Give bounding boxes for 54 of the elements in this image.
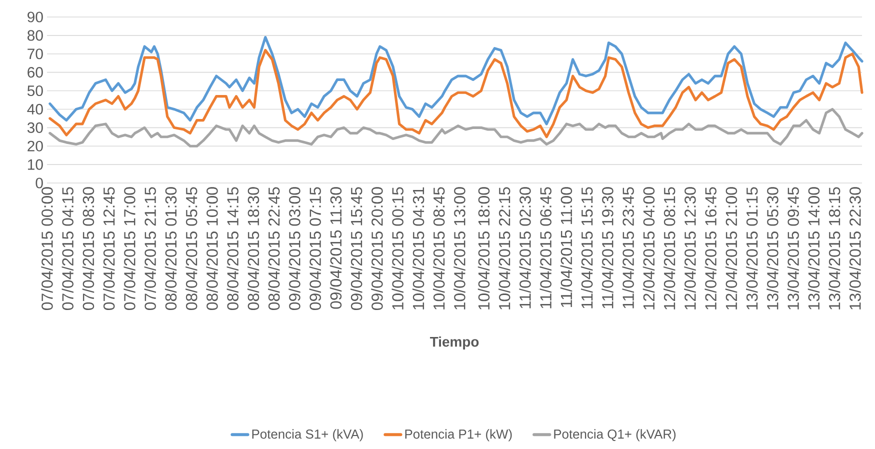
x-tick-label: 13/04/2015 14:00 <box>808 187 820 310</box>
x-tick-label: 07/04/2015 21:15 <box>144 187 156 310</box>
x-tick-label: 08/04/2015 05:45 <box>186 187 198 310</box>
x-tick-label: 11/04/2015 19:30 <box>602 187 614 308</box>
x-tick-label: 08/04/2015 18:30 <box>247 187 260 310</box>
x-tick-label: 13/04/2015 01:15 <box>746 187 758 310</box>
x-tick-label: 10/04/2015 13:00 <box>454 187 466 310</box>
x-tick-label: 07/04/2015 12:45 <box>103 187 115 310</box>
y-tick-label: 10 <box>28 159 43 170</box>
x-tick-label: 11/04/2015 06:45 <box>540 187 552 308</box>
x-tick-label: 07/04/2015 17:00 <box>124 187 136 310</box>
x-tick-label: 09/04/2015 11:30 <box>330 187 342 309</box>
x-tick-label: 09/04/2015 03:00 <box>288 187 300 310</box>
x-tick-label: 13/04/2015 05:30 <box>766 187 778 310</box>
x-tick-label: 13/04/2015 18:15 <box>828 187 840 310</box>
legend-label: Potencia P1+ (kW) <box>405 429 512 442</box>
x-tick-label: 12/04/2015 08:15 <box>664 187 676 310</box>
x-tick-label: 08/04/2015 01:30 <box>164 187 177 310</box>
x-tick-label: 12/04/2015 16:45 <box>704 187 716 310</box>
y-tick-label: 90 <box>28 12 43 22</box>
x-tick-label: 12/04/2015 21:00 <box>725 187 738 310</box>
x-tick-label: 13/04/2015 09:45 <box>787 187 799 310</box>
x-tick-label: 11/04/2015 02:30 <box>519 187 531 308</box>
x-tick-label: 08/04/2015 14:15 <box>226 187 238 310</box>
legend-label: Potencia S1+ (kVA) <box>252 429 363 442</box>
y-tick-label: 60 <box>28 67 43 78</box>
x-tick-label: 12/04/2015 04:00 <box>642 187 655 310</box>
x-tick-label: 10/04/2015 08:45 <box>433 187 445 310</box>
x-tick-label: 09/04/2015 07:15 <box>309 187 321 310</box>
y-tick-label: 20 <box>28 140 43 152</box>
x-tick-label: 07/04/2015 08:30 <box>82 187 94 310</box>
x-tick-label: 12/04/2015 12:30 <box>684 187 696 310</box>
x-tick-label: 08/04/2015 22:45 <box>268 187 280 310</box>
x-tick-label: 10/04/2015 22:15 <box>498 187 510 310</box>
y-tick-label: 70 <box>28 48 43 60</box>
x-tick-label: 13/04/2015 22:30 <box>849 187 861 310</box>
y-tick-label: 30 <box>27 122 43 133</box>
y-tick-label: 40 <box>27 104 43 115</box>
legend-label: Potencia Q1+ (kVAR) <box>554 429 676 442</box>
x-tick-label: 09/04/2015 20:00 <box>371 187 383 310</box>
x-tick-label: 09/04/2015 15:45 <box>350 187 362 310</box>
x-tick-label: 07/04/2015 04:15 <box>62 187 74 310</box>
y-tick-label: 50 <box>27 85 43 96</box>
x-tick-label: 11/04/2015 23:45 <box>622 187 634 308</box>
x-tick-label: 11/04/2015 11:00 <box>560 187 572 308</box>
x-tick-label: 07/04/2015 00:00 <box>41 187 53 310</box>
x-tick-label: 11/04/2015 15:15 <box>581 187 593 308</box>
x-tick-label: 10/04/2015 00:15 <box>392 187 404 310</box>
x-tick-label: 10/04/2015 18:00 <box>478 187 490 310</box>
y-tick-label: 0 <box>36 178 43 188</box>
y-tick-label: 80 <box>28 30 43 41</box>
x-tick-label: 10/04/2015 04:31 <box>412 187 424 310</box>
x-axis-title: Tiempo <box>430 336 479 350</box>
x-tick-label: 08/04/2015 10:00 <box>206 187 218 310</box>
